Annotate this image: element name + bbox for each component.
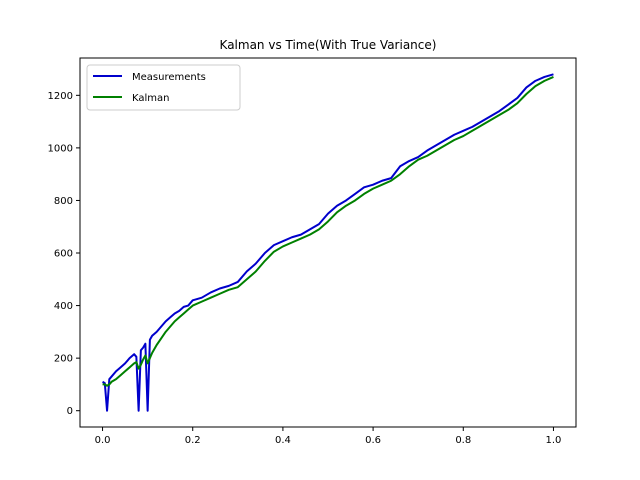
legend: Measurements Kalman bbox=[86, 64, 241, 111]
y-tick-label: 1200 bbox=[48, 91, 73, 102]
x-tick-label: 1.0 bbox=[546, 435, 562, 446]
legend-label-measurements: Measurements bbox=[132, 72, 206, 83]
x-tick-label: 0.4 bbox=[275, 435, 291, 446]
y-tick-label: 400 bbox=[54, 301, 73, 312]
x-tick-label: 0.2 bbox=[185, 435, 201, 446]
x-tick-label: 0.0 bbox=[95, 435, 111, 446]
y-tick-label: 800 bbox=[54, 196, 73, 207]
y-tick-label: 200 bbox=[54, 354, 73, 365]
y-axis: 0 200 400 600 800 1000 1200 bbox=[48, 91, 80, 417]
series-layer bbox=[102, 73, 554, 412]
legend-frame bbox=[86, 64, 241, 111]
y-tick-label: 1000 bbox=[48, 143, 73, 154]
legend-label-kalman: Kalman bbox=[132, 93, 170, 104]
series-line-measurements bbox=[102, 73, 554, 412]
y-tick-label: 600 bbox=[54, 249, 73, 260]
chart-title: Kalman vs Time(With True Variance) bbox=[220, 38, 437, 52]
plot-area-frame bbox=[79, 57, 577, 428]
x-tick-label: 0.8 bbox=[455, 435, 471, 446]
x-axis: 0.0 0.2 0.4 0.6 0.8 1.0 bbox=[95, 427, 562, 446]
y-tick-label: 0 bbox=[67, 406, 73, 417]
x-tick-label: 0.6 bbox=[365, 435, 381, 446]
series-line-kalman bbox=[102, 76, 554, 387]
